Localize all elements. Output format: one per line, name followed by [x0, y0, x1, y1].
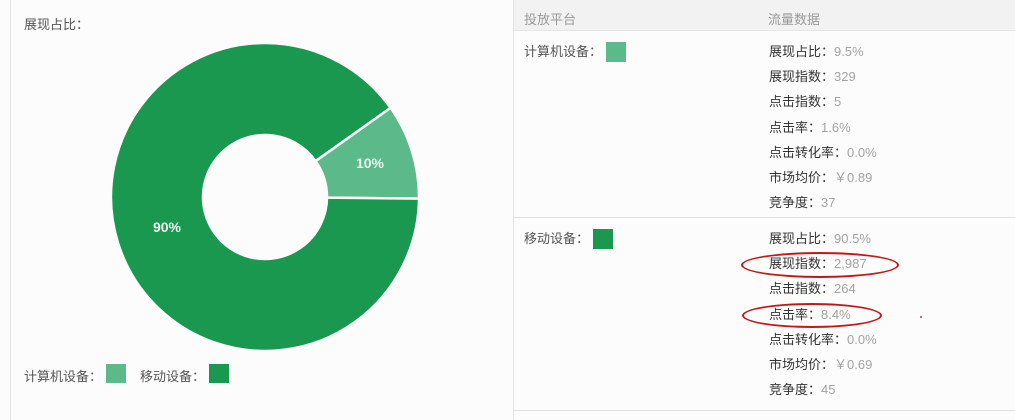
svg-text:90%: 90%: [153, 219, 182, 235]
svg-text:10%: 10%: [356, 155, 385, 171]
